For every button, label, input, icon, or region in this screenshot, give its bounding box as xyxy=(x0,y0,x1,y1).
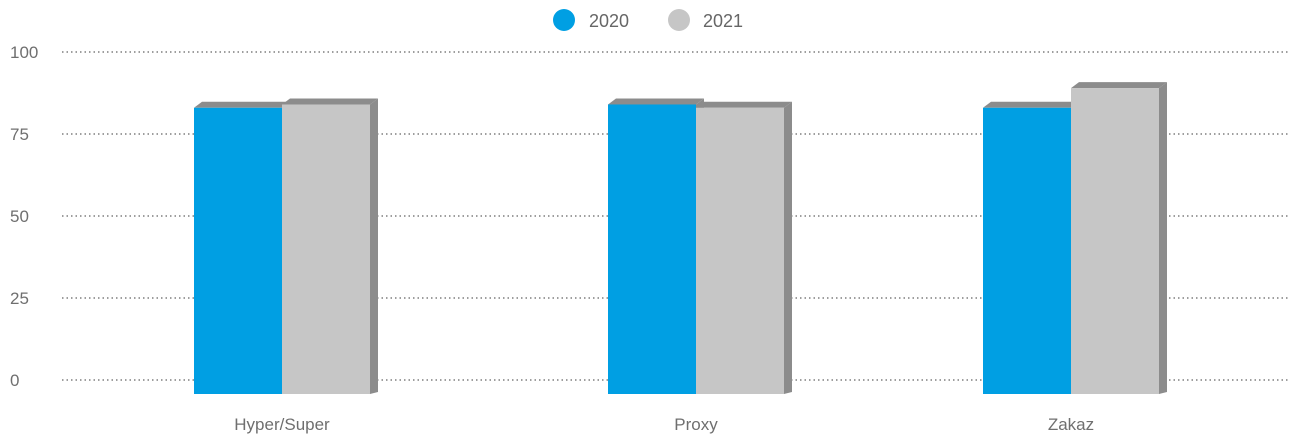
y-tick-label: 50 xyxy=(10,207,29,226)
bar-top xyxy=(608,98,704,105)
bar-front xyxy=(1071,88,1159,394)
bar-2021-proxy xyxy=(696,101,792,394)
category-label: Zakaz xyxy=(1048,415,1094,434)
bar-top xyxy=(983,101,1079,108)
bar-2021-zakaz xyxy=(1071,82,1167,394)
bar-top xyxy=(696,101,792,108)
legend-swatch xyxy=(553,9,575,31)
y-tick-label: 100 xyxy=(10,43,38,62)
y-tick-label: 0 xyxy=(10,371,19,390)
bar-top xyxy=(194,101,290,108)
bar-front xyxy=(282,104,370,394)
bar-side xyxy=(784,101,792,394)
bar-2020-hyper-super xyxy=(194,101,290,394)
legend-label: 2021 xyxy=(703,11,743,31)
bar-top xyxy=(1071,82,1167,89)
bar-2020-proxy xyxy=(608,98,704,394)
bar-side xyxy=(1159,82,1167,394)
legend-label: 2020 xyxy=(589,11,629,31)
legend-item-2020: 2020 xyxy=(553,9,629,31)
x-axis-categories: Hyper/Super Proxy Zakaz xyxy=(234,415,1094,434)
legend: 2020 2021 xyxy=(553,9,743,31)
y-axis-ticks: 0 25 50 75 100 xyxy=(10,43,38,390)
bars xyxy=(194,82,1167,394)
bar-front xyxy=(194,107,282,394)
category-label: Hyper/Super xyxy=(234,415,330,434)
legend-swatch xyxy=(668,9,690,31)
category-label: Proxy xyxy=(674,415,718,434)
bar-2020-zakaz xyxy=(983,101,1079,394)
y-tick-label: 25 xyxy=(10,289,29,308)
bar-top xyxy=(282,98,378,105)
bar-front xyxy=(983,107,1071,394)
legend-item-2021: 2021 xyxy=(668,9,743,31)
bar-side xyxy=(370,98,378,394)
bar-front xyxy=(696,107,784,394)
bar-front xyxy=(608,104,696,394)
y-tick-label: 75 xyxy=(10,125,29,144)
bar-2021-hyper-super xyxy=(282,98,378,394)
